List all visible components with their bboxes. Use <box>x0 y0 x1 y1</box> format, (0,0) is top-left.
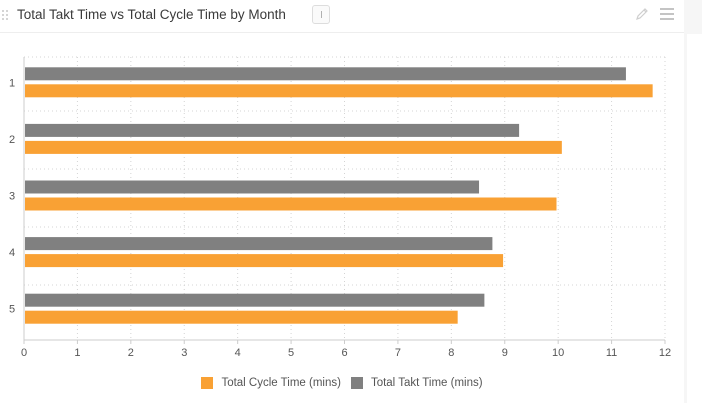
y-tick-label-1: 1 <box>9 77 15 89</box>
info-icon[interactable] <box>312 5 330 24</box>
x-tick-label-11: 11 <box>606 347 617 359</box>
x-tick-label-8: 8 <box>448 347 454 359</box>
scrollbar-gutter <box>684 0 702 403</box>
legend-swatch-takt <box>350 377 363 389</box>
bar-takt-5 <box>25 293 485 307</box>
x-tick-label-9: 9 <box>502 347 508 359</box>
x-tick-label-2: 2 <box>128 347 134 359</box>
bar-cycle-2 <box>25 140 562 154</box>
y-tick-label-2: 2 <box>9 134 15 146</box>
chart-legend: Total Cycle Time (mins) Total Takt Time … <box>0 374 684 392</box>
y-tick-label-5: 5 <box>9 304 15 316</box>
x-tick-label-7: 7 <box>395 347 401 359</box>
legend-item-takt[interactable]: Total Takt Time (mins) <box>350 377 483 389</box>
chart-title: Total Takt Time vs Total Cycle Time by M… <box>17 7 286 22</box>
x-tick-label-4: 4 <box>235 347 241 359</box>
bar-cycle-4 <box>25 254 504 268</box>
legend-item-cycle[interactable]: Total Cycle Time (mins) <box>201 377 341 389</box>
bar-cycle-3 <box>25 197 557 211</box>
bar-takt-2 <box>25 123 520 137</box>
pencil-icon[interactable] <box>634 6 650 22</box>
chart-panel: Total Takt Time vs Total Cycle Time by M… <box>0 0 684 403</box>
x-tick-label-1: 1 <box>74 347 80 359</box>
bar-takt-1 <box>25 67 626 81</box>
x-tick-label-5: 5 <box>288 347 294 359</box>
legend-label-cycle: Total Cycle Time (mins) <box>221 377 341 389</box>
drag-handle-icon[interactable] <box>2 10 8 22</box>
x-tick-label-3: 3 <box>181 347 187 359</box>
x-tick-label-6: 6 <box>341 347 347 359</box>
bar-takt-3 <box>25 180 480 194</box>
panel-header: Total Takt Time vs Total Cycle Time by M… <box>0 0 684 33</box>
bar-cycle-1 <box>25 84 653 98</box>
menu-icon[interactable] <box>660 8 674 20</box>
y-tick-label-3: 3 <box>9 191 15 203</box>
x-tick-label-0: 0 <box>21 347 27 359</box>
legend-swatch-cycle <box>201 377 214 389</box>
bar-cycle-5 <box>25 310 458 324</box>
x-tick-label-12: 12 <box>659 347 671 359</box>
x-tick-label-10: 10 <box>552 347 564 359</box>
y-tick-label-4: 4 <box>9 247 15 259</box>
legend-label-takt: Total Takt Time (mins) <box>370 377 483 389</box>
bar-takt-4 <box>25 237 493 251</box>
